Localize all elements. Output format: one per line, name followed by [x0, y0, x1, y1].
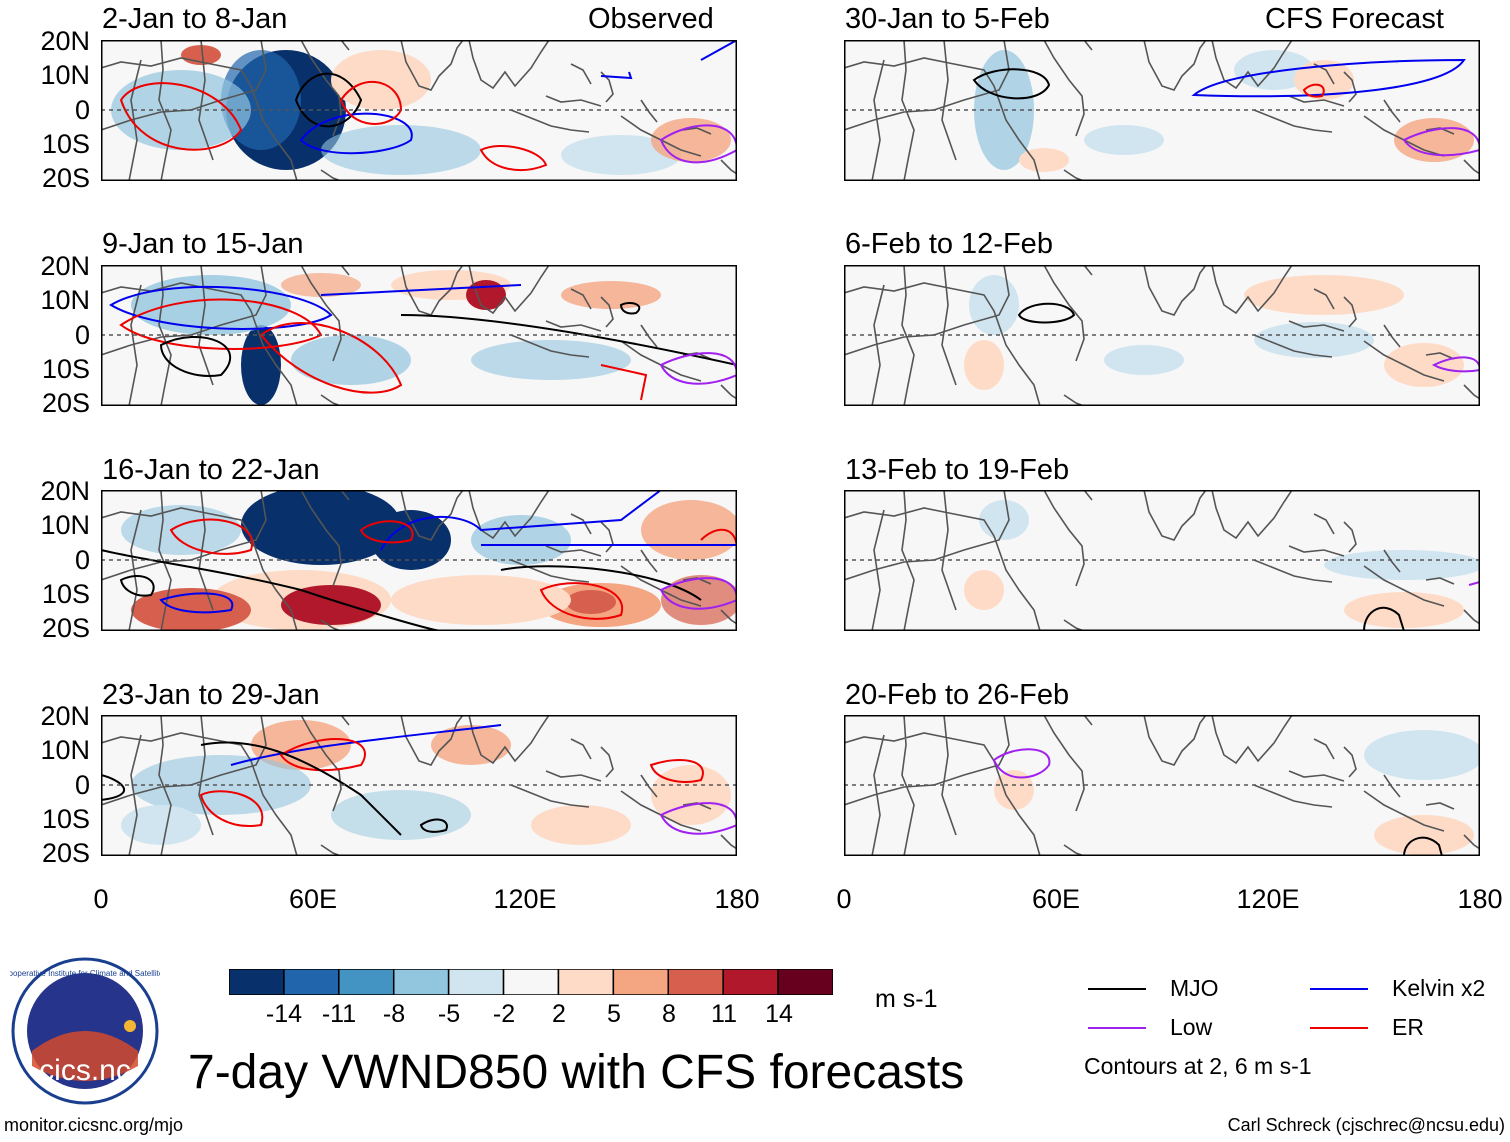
colorbar-tick: -8 — [382, 1000, 406, 1028]
map-panel-fc-2 — [844, 265, 1480, 406]
lon-label: 120E — [493, 884, 557, 914]
credit: Carl Schreck (cjschrec@ncsu.edu) — [1227, 1115, 1505, 1135]
lat-label: 20S — [41, 388, 90, 418]
legend-label-low: Low — [1170, 1014, 1213, 1040]
colorbar-tick: 5 — [607, 1000, 621, 1028]
lat-label: 20S — [41, 838, 90, 868]
panel-title-obs-4: 23-Jan to 29-Jan — [102, 679, 320, 711]
panel-title-fc-2: 6-Feb to 12-Feb — [845, 228, 1053, 260]
lon-label: 60E — [1031, 884, 1081, 914]
colorbar-tick: 2 — [552, 1000, 566, 1028]
legend-label-mjo: MJO — [1170, 975, 1219, 1001]
colorbar-tick: -14 — [265, 1000, 303, 1028]
logo-ring-text: Cooperative Institute for Climate and Sa… — [10, 969, 160, 978]
map-panel-obs-4 — [101, 715, 737, 856]
observed-label: Observed — [588, 3, 714, 35]
colorbar-tick: -11 — [321, 1000, 357, 1028]
legend-label-kelvin: Kelvin x2 — [1392, 975, 1486, 1001]
colorbar-swatch — [612, 969, 670, 995]
lat-label: 10S — [41, 129, 90, 159]
colorbar-swatch — [777, 969, 833, 995]
lon-label: 180 — [714, 884, 760, 914]
cics-logo: cics.nc Cooperative Institute for Climat… — [10, 957, 160, 1105]
lat-label: 20N — [40, 251, 90, 281]
lat-label: 10N — [40, 510, 90, 540]
lat-label: 20S — [41, 163, 90, 193]
panel-title-obs-3: 16-Jan to 22-Jan — [102, 454, 320, 486]
map-panel-obs-3 — [101, 490, 737, 631]
legend-swatch-kelvin — [1310, 988, 1368, 990]
lat-label: 10N — [40, 735, 90, 765]
lat-label: 0 — [74, 770, 90, 800]
lat-label: 0 — [74, 545, 90, 575]
legend-swatch-er — [1310, 1027, 1368, 1029]
lon-label: 120E — [1236, 884, 1300, 914]
colorbar-swatch — [557, 969, 615, 995]
lat-label: 10S — [41, 804, 90, 834]
colorbar-swatch — [722, 969, 779, 995]
lat-label: 20N — [40, 26, 90, 56]
map-panel-fc-4 — [844, 715, 1480, 856]
colorbar — [229, 969, 833, 995]
map-panel-fc-1 — [844, 40, 1480, 181]
panel-title-obs-2: 9-Jan to 15-Jan — [102, 228, 304, 260]
legend-swatch-mjo — [1088, 988, 1146, 990]
lat-label: 20S — [41, 613, 90, 643]
colorbar-tick: 14 — [765, 1000, 793, 1028]
map-panel-obs-1 — [101, 40, 737, 181]
figure-title: 7-day VWND850 with CFS forecasts — [188, 1046, 965, 1099]
lon-label: 0 — [836, 884, 852, 914]
panel-title-fc-1: 30-Jan to 5-Feb — [845, 3, 1050, 35]
map-panel-obs-2 — [101, 265, 737, 406]
lon-label: 0 — [93, 884, 109, 914]
colorbar-swatch — [502, 969, 560, 995]
colorbar-swatch — [447, 969, 505, 995]
lon-label: 180 — [1457, 884, 1503, 914]
logo-text: cics.nc — [39, 1054, 131, 1087]
lat-label: 0 — [74, 320, 90, 350]
website-link[interactable]: monitor.cicsnc.org/mjo — [4, 1115, 184, 1135]
panel-title-obs-1: 2-Jan to 8-Jan — [102, 3, 288, 35]
map-panel-fc-3 — [844, 490, 1480, 631]
colorbar-tick: -2 — [492, 1000, 516, 1028]
lat-label: 20N — [40, 476, 90, 506]
colorbar-tick: -5 — [437, 1000, 461, 1028]
colorbar-swatch — [392, 969, 450, 995]
colorbar-swatch — [283, 969, 340, 995]
lat-label: 10N — [40, 285, 90, 315]
lat-label: 20N — [40, 701, 90, 731]
panel-title-fc-3: 13-Feb to 19-Feb — [845, 454, 1070, 486]
lat-label: 0 — [74, 95, 90, 125]
lat-label: 10S — [41, 354, 90, 384]
lon-label: 60E — [288, 884, 338, 914]
legend-note: Contours at 2, 6 m s-1 — [1084, 1053, 1312, 1079]
colorbar-tick: 8 — [662, 1000, 676, 1028]
legend-swatch-low — [1088, 1027, 1146, 1029]
lat-label: 10N — [40, 60, 90, 90]
legend-label-er: ER — [1392, 1014, 1424, 1040]
forecast-label: CFS Forecast — [1265, 3, 1444, 35]
panel-title-fc-4: 20-Feb to 26-Feb — [845, 679, 1070, 711]
colorbar-swatch — [338, 969, 395, 995]
colorbar-units: m s-1 — [875, 985, 938, 1013]
colorbar-tick: 11 — [711, 1000, 737, 1028]
colorbar-swatch — [229, 969, 285, 995]
lat-label: 10S — [41, 579, 90, 609]
colorbar-swatch — [667, 969, 724, 995]
